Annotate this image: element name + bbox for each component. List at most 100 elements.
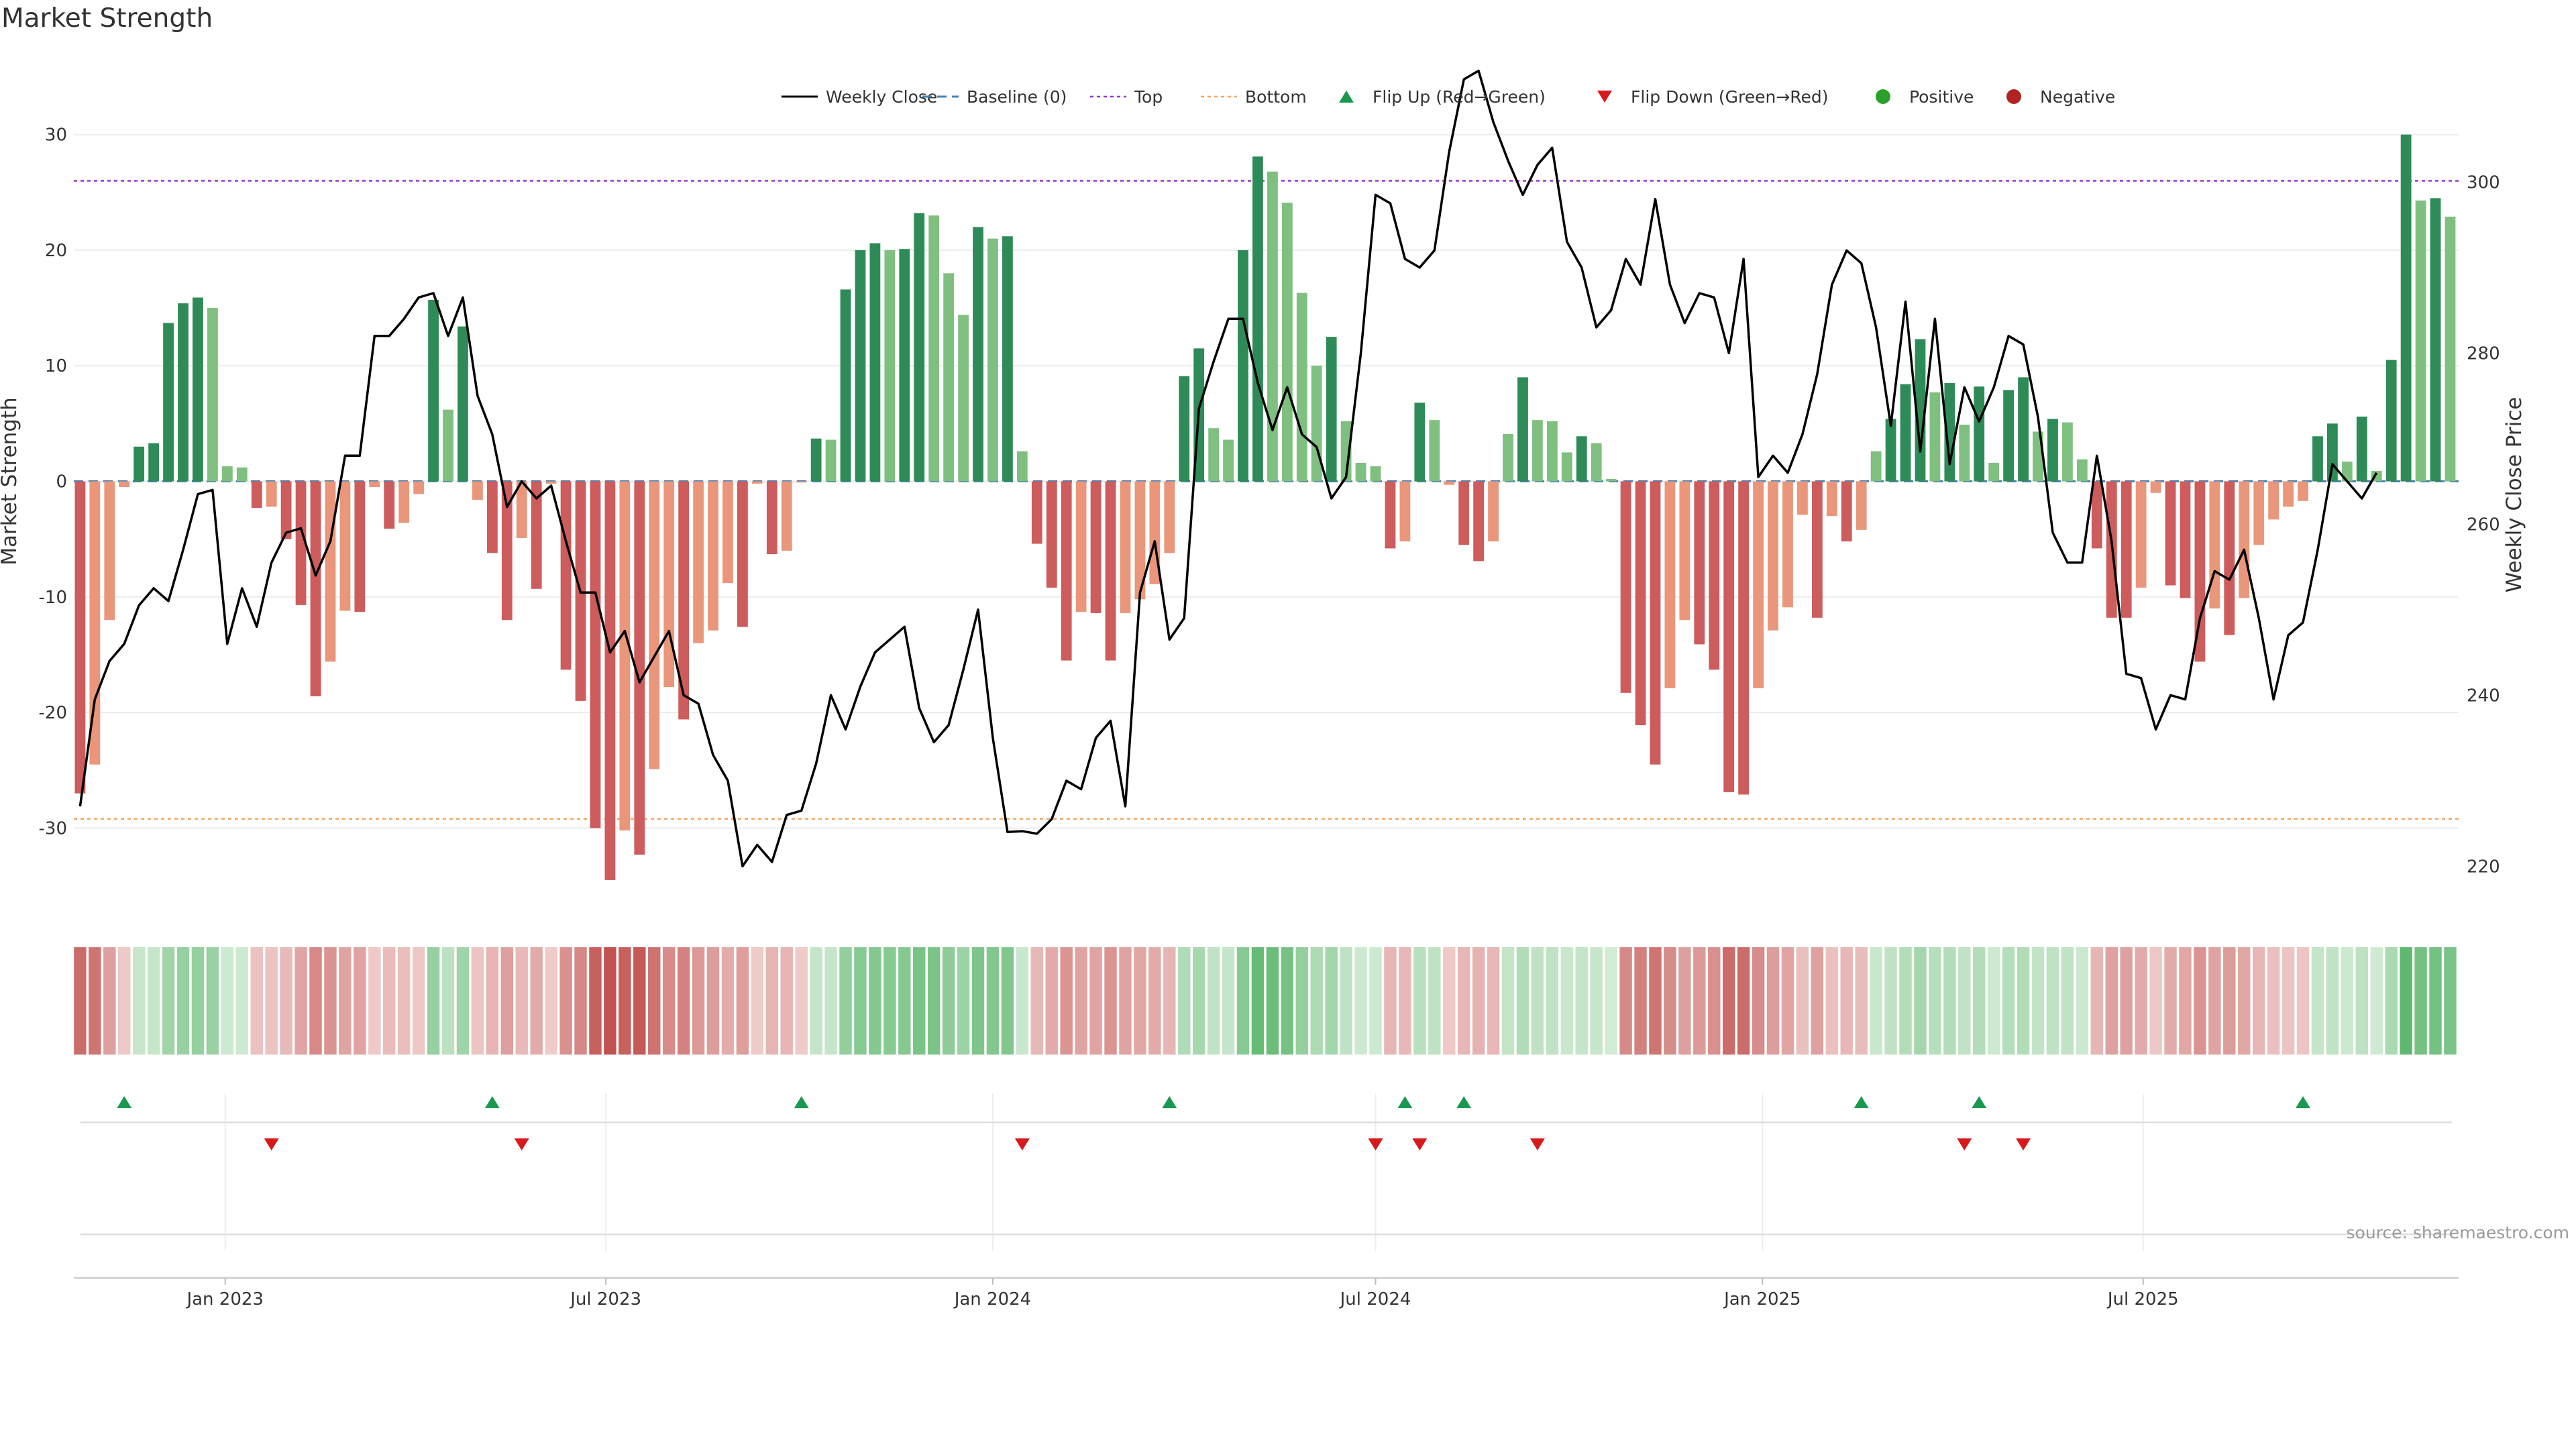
heat-cell <box>721 947 735 1055</box>
heat-cell <box>1325 947 1338 1055</box>
legend-symbol <box>2006 89 2021 104</box>
heat-cell <box>1119 947 1132 1055</box>
heat-cell <box>810 947 822 1055</box>
strength-bar <box>840 289 851 482</box>
strength-bar <box>1841 481 1852 542</box>
heat-cell <box>1884 947 1897 1055</box>
heat-cell <box>176 947 190 1055</box>
left-tick-label: 0 <box>56 472 67 492</box>
heat-cell <box>780 947 793 1055</box>
heat-cell <box>2282 947 2295 1055</box>
heat-cell <box>74 947 87 1055</box>
heat-cell <box>1796 947 1809 1055</box>
heat-cell <box>1649 947 1662 1055</box>
heat-cell <box>1516 947 1529 1055</box>
strength-bar <box>545 481 557 484</box>
heat-cell <box>706 947 720 1055</box>
left-axis-label: Market Strength <box>0 397 21 566</box>
heat-cell <box>927 947 941 1055</box>
heat-cell <box>1295 947 1309 1055</box>
strength-bar <box>1414 402 1426 482</box>
heat-cell <box>1546 947 1559 1055</box>
flip-down-marker <box>1529 1138 1545 1150</box>
strength-bar <box>1223 439 1234 482</box>
strength-bar <box>1340 421 1352 482</box>
heat-cell <box>1075 947 1087 1055</box>
strength-bar <box>1929 392 1941 482</box>
strength-bar <box>1797 481 1808 515</box>
heat-cell <box>397 947 411 1055</box>
heat-cell <box>2238 947 2251 1055</box>
strength-bar <box>1208 428 1220 482</box>
heat-cell <box>1281 947 1294 1055</box>
heat-cell <box>1987 947 2000 1055</box>
heat-cell <box>1855 947 1868 1055</box>
strength-bar <box>1252 156 1263 482</box>
left-axis-ticks: 30 20 10 0 -10 -20 -30 <box>39 125 67 839</box>
strength-bar <box>1974 386 1985 482</box>
heat-cell <box>2296 947 2310 1055</box>
strength-bar <box>1620 481 1631 693</box>
heat-cell <box>795 947 808 1055</box>
strength-heat-strip <box>74 947 2457 1055</box>
strength-bar <box>1046 481 1057 588</box>
heat-cell <box>1693 947 1706 1055</box>
heat-cell <box>648 947 661 1055</box>
heat-cell <box>1030 947 1044 1055</box>
strength-bar <box>1870 451 1882 482</box>
strength-bar <box>251 481 262 508</box>
heat-cell <box>1207 947 1220 1055</box>
strength-bar <box>619 481 631 830</box>
heat-cell <box>103 947 116 1055</box>
legend-symbol <box>1876 89 1890 104</box>
strength-bar <box>1370 466 1381 482</box>
heat-cell <box>1664 947 1676 1055</box>
strength-bar <box>1016 451 1028 482</box>
flip-down-marker <box>2016 1138 2031 1150</box>
strength-bars <box>74 134 2456 880</box>
heat-cell <box>545 947 557 1055</box>
strength-bar <box>943 273 955 482</box>
strength-bar <box>2150 481 2161 493</box>
strength-bar <box>1664 481 1676 688</box>
strength-bar <box>1885 419 1896 482</box>
heat-cell <box>1472 947 1485 1055</box>
strength-bar <box>560 481 572 670</box>
strength-bar <box>443 409 453 482</box>
strength-bar <box>178 303 189 482</box>
strength-bar <box>1488 481 1499 542</box>
heat-cell <box>2370 947 2383 1055</box>
strength-bar <box>1105 481 1116 661</box>
flip-up-marker <box>2296 1096 2311 1108</box>
strength-bar <box>1061 481 1072 661</box>
heat-cell <box>206 947 219 1055</box>
strength-bar <box>1546 421 1558 482</box>
heat-cell <box>1089 947 1102 1055</box>
strength-bar <box>1444 481 1455 485</box>
right-tick-label: 280 <box>2467 343 2500 364</box>
strength-bar <box>2165 481 2176 586</box>
heat-cell <box>677 947 690 1055</box>
strength-bar <box>825 439 837 482</box>
heat-cell <box>2179 947 2192 1055</box>
heat-cell <box>1958 947 1971 1055</box>
heat-cell <box>191 947 205 1055</box>
heat-cell <box>89 947 101 1055</box>
heat-cell <box>2355 947 2369 1055</box>
strength-bar <box>221 466 233 482</box>
strength-bar <box>1635 481 1646 726</box>
strength-bar <box>1090 481 1102 613</box>
strength-bar <box>2253 481 2265 545</box>
heat-cell <box>2414 947 2427 1055</box>
strength-bar <box>1709 481 1720 670</box>
x-tick-label: Jul 2024 <box>1339 1289 1411 1309</box>
heat-cell <box>2252 947 2265 1055</box>
strength-bar <box>458 326 468 482</box>
heat-cell <box>412 947 425 1055</box>
heat-cell <box>736 947 749 1055</box>
heat-cell <box>2311 947 2324 1055</box>
strength-bar <box>855 250 866 482</box>
heat-cell <box>589 947 602 1055</box>
strength-bar <box>2062 422 2073 482</box>
